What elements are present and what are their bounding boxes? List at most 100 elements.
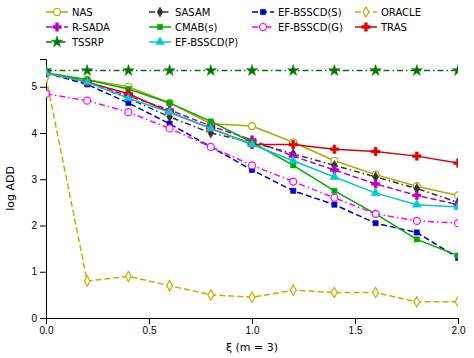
series-marker <box>454 202 458 210</box>
series <box>46 69 458 168</box>
series-marker <box>166 99 173 106</box>
y-tick-label: 4 <box>31 128 37 139</box>
y-tick-mark <box>40 133 46 134</box>
y-axis-line <box>40 60 47 319</box>
series-marker <box>82 65 93 76</box>
legend-item: EF-BSSCD(G) <box>252 22 343 33</box>
marks <box>46 65 458 307</box>
legend-marker <box>260 9 265 14</box>
series-marker <box>208 290 214 300</box>
series-marker <box>125 109 132 116</box>
y-tick: 2 <box>31 220 46 231</box>
series-line <box>46 73 458 207</box>
legend-marker <box>51 36 62 47</box>
series <box>46 69 458 209</box>
series-marker <box>208 144 213 149</box>
series <box>46 65 458 76</box>
legend: NAS SASAM EF-BSSCD(S) ORACLE R-SADA CMAB(s) EF… <box>46 7 421 48</box>
y-axis-title: log ADD <box>4 166 17 211</box>
legend-item: EF-BSSCD(P) <box>149 37 238 48</box>
legend-item: EF-BSSCD(S) <box>252 7 342 18</box>
y-tick: 3 <box>31 174 46 185</box>
series-marker <box>454 200 458 208</box>
series-marker <box>330 145 338 153</box>
series-marker <box>84 276 90 286</box>
series-marker <box>84 97 91 104</box>
x-tick: 2.0 <box>452 318 466 336</box>
y-tick-label: 5 <box>31 81 37 92</box>
legend-item: TSSRP <box>46 36 104 47</box>
x-tick-mark <box>458 318 459 324</box>
chart: 0.00.51.01.52.0012345ξ (m = 3)log ADDNAS… <box>0 0 474 358</box>
x-tick: 1.5 <box>349 318 363 336</box>
x-tick-label: 2.0 <box>452 325 466 336</box>
series-marker <box>413 217 420 224</box>
legend-item: ORACLE <box>355 7 421 18</box>
legend-label: CMAB(s) <box>175 22 217 33</box>
series-marker <box>289 140 297 148</box>
series-marker <box>412 200 421 208</box>
series-marker <box>414 237 419 242</box>
x-tick: 0.0 <box>40 318 54 336</box>
series-marker <box>166 125 173 132</box>
series-marker <box>167 281 173 291</box>
series-marker <box>329 65 340 76</box>
series <box>46 90 458 226</box>
y-tick: 4 <box>31 128 46 139</box>
series-marker <box>290 285 296 295</box>
series-marker <box>455 253 458 258</box>
series-marker <box>207 124 215 132</box>
x-tick-mark <box>355 318 356 324</box>
series-marker <box>165 106 173 114</box>
series-marker <box>83 78 91 86</box>
series-marker <box>125 271 131 281</box>
x-tick: 1.0 <box>246 318 260 336</box>
legend-label: EF-BSSCD(P) <box>175 37 238 48</box>
series-marker <box>414 230 419 235</box>
y-axis: 012345 <box>31 60 46 324</box>
series-marker <box>165 108 173 116</box>
series-line <box>46 73 458 163</box>
legend-marker <box>157 7 163 17</box>
y-tick: 5 <box>31 81 46 92</box>
x-tick-label: 1.5 <box>349 325 363 336</box>
legend-marker <box>156 37 165 45</box>
series-marker <box>452 65 458 76</box>
x-tick-label: 0.0 <box>40 325 54 336</box>
series-marker <box>331 287 337 297</box>
series-marker <box>330 172 339 180</box>
legend-item: NAS <box>46 7 93 18</box>
legend-item: TRAS <box>355 22 407 33</box>
series-line <box>46 73 458 196</box>
series-marker <box>206 123 215 131</box>
legend-item: SASAM <box>149 7 210 18</box>
series-marker <box>83 77 92 85</box>
series-marker <box>246 65 257 76</box>
legend-label: R-SADA <box>72 22 110 33</box>
y-tick-mark <box>40 87 46 88</box>
series-marker <box>331 194 338 201</box>
y-tick-mark <box>40 179 46 180</box>
legend-marker <box>53 23 61 31</box>
series-marker <box>371 188 380 196</box>
legend-label: TRAS <box>380 22 407 33</box>
series-marker <box>205 65 216 76</box>
series-marker <box>289 156 298 164</box>
legend-marker <box>260 24 267 31</box>
series-marker <box>370 65 381 76</box>
series <box>46 72 458 307</box>
y-tick-mark <box>40 318 46 319</box>
series-line <box>46 73 458 258</box>
legend-label: ORACLE <box>381 7 421 18</box>
y-tick-label: 1 <box>31 266 37 277</box>
y-tick-mark <box>40 226 46 227</box>
series-marker <box>288 65 299 76</box>
series-marker <box>371 180 379 188</box>
legend-marker <box>54 9 61 16</box>
y-tick-mark <box>40 272 46 273</box>
legend-marker <box>157 24 162 29</box>
series-marker <box>455 220 458 227</box>
series-marker <box>123 65 134 76</box>
x-tick-mark <box>149 318 150 324</box>
series-marker <box>249 123 256 130</box>
